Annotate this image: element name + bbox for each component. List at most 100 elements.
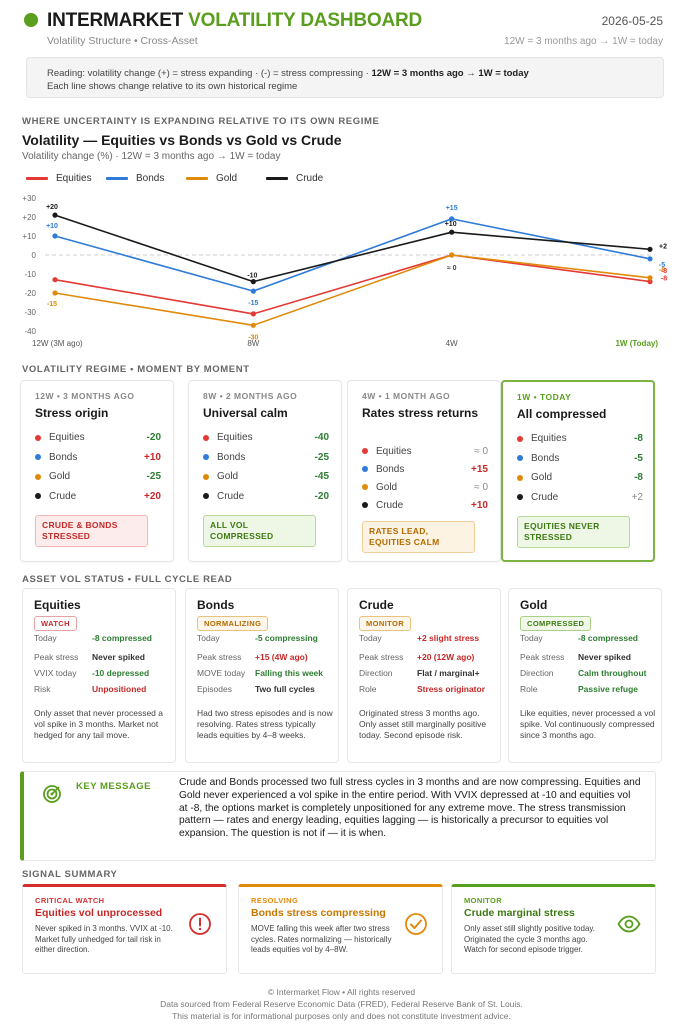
data-point-equities	[250, 311, 256, 317]
regime-row-name: Bonds	[376, 463, 405, 475]
regime-row-name: Gold	[376, 481, 398, 493]
asset-card-rows: Today -8 compressed Peak stress Never spike…	[520, 633, 658, 700]
target-icon	[43, 785, 61, 803]
y-tick-label: +30	[22, 194, 36, 203]
asset-row-label: Direction	[520, 668, 554, 678]
asset-row-label: Today	[520, 633, 543, 643]
regime-row-gold: Gold ≈ 0	[362, 478, 488, 496]
asset-status-badge: MONITOR	[359, 616, 412, 631]
asset-dot-icon	[517, 474, 523, 481]
data-label-gold: ≈ 0	[447, 265, 457, 272]
regime-row-crude: Crude +2	[517, 488, 643, 508]
asset-row-label: Peak stress	[197, 652, 242, 662]
data-point-bonds	[449, 216, 455, 222]
asset-card-rows: Today +2 slight stress Peak stress +20 (12W…	[359, 633, 497, 700]
regime-row-bonds: Bonds -5	[517, 449, 643, 469]
legend-swatch	[266, 177, 288, 180]
signal-card-critical-watch: CRITICAL WATCH Equities vol unprocessed Ne…	[22, 884, 227, 974]
regime-row-value: -5	[634, 452, 643, 464]
regime-row-name: Bonds	[49, 451, 78, 463]
asset-status-badge: WATCH	[34, 616, 77, 631]
asset-row-role: Role Passive refuge	[520, 684, 658, 695]
regime-row-equities: Equities -20	[35, 428, 161, 448]
regime-row-value: +2	[631, 491, 643, 503]
data-label-crude: -10	[247, 273, 257, 280]
regime-card-universal-calm: 8W • 2 MONTHS AGO Universal calm Equities -…	[188, 380, 342, 562]
data-point-crude	[449, 229, 455, 235]
regime-row-equities: Equities -8	[517, 429, 643, 449]
asset-row-value: Unpositioned	[92, 684, 147, 694]
x-tick-label: 4W	[446, 339, 458, 348]
asset-card-note: Had two stress episodes and is now resol…	[197, 708, 333, 740]
regime-row-name: Crude	[217, 490, 245, 502]
asset-row-today: Today -8 compressed	[520, 633, 658, 644]
page-title: INTERMARKET VOLATILITY DASHBOARD	[47, 10, 422, 32]
regime-row-name: Crude	[376, 499, 404, 511]
data-point-gold	[52, 290, 58, 296]
chart-legend: Equities Bonds Gold Crude	[26, 173, 346, 184]
asset-dot-icon	[35, 473, 41, 480]
key-message-label: KEY MESSAGE	[76, 781, 152, 792]
asset-row-value: Passive refuge	[578, 684, 639, 694]
regime-card-rates-stress-returns: 4W • 1 MONTH AGO Rates stress returns Equi…	[347, 380, 501, 562]
data-point-gold	[449, 252, 455, 258]
asset-row-value: -8 compressed	[578, 633, 638, 643]
asset-row-peak-stress: Peak stress Never spiked	[520, 652, 658, 663]
legend-label: Equities	[56, 173, 92, 184]
regime-row-name: Equities	[49, 432, 85, 444]
alert-circle-icon	[189, 913, 211, 935]
asset-row-label: MOVE today	[197, 668, 246, 678]
asset-dot-icon	[203, 473, 209, 480]
asset-dot-icon	[362, 484, 368, 490]
asset-row-vvix-today: VVIX today -10 depressed	[34, 668, 172, 679]
regime-card-badge: RATES LEAD, EQUITIES CALM	[362, 521, 475, 553]
signal-section-heading: SIGNAL SUMMARY	[22, 869, 118, 880]
regime-card-tag: 1W • TODAY	[517, 392, 572, 402]
legend-item-bonds: Bonds	[106, 173, 186, 184]
page-subtitle: Volatility Structure • Cross-Asset	[47, 35, 198, 47]
asset-row-label: Today	[34, 633, 57, 643]
asset-row-label: Direction	[359, 668, 393, 678]
data-point-crude	[647, 246, 653, 252]
regime-row-crude: Crude +20	[35, 487, 161, 507]
chart-title: Volatility — Equities vs Bonds vs Gold v…	[22, 132, 342, 148]
asset-section-heading: ASSET VOL STATUS • FULL CYCLE READ	[22, 574, 233, 585]
regime-row-bonds: Bonds +10	[35, 448, 161, 468]
asset-row-value: Calm throughout	[578, 668, 647, 678]
asset-status-badge: COMPRESSED	[520, 616, 592, 631]
asset-row-value: +20 (12W ago)	[417, 652, 475, 662]
regime-row-gold: Gold -45	[203, 467, 329, 487]
regime-row-value: +10	[471, 499, 488, 511]
asset-dot-icon	[362, 466, 368, 472]
y-tick-label: -10	[24, 270, 36, 279]
asset-row-label: Today	[359, 633, 382, 643]
regime-section-heading: VOLATILITY REGIME • MOMENT BY MOMENT	[22, 364, 250, 375]
asset-card-name: Gold	[520, 598, 548, 612]
signal-card-tag: MONITOR	[464, 896, 503, 905]
regime-card-title: Universal calm	[203, 406, 288, 420]
legend-item-gold: Gold	[186, 173, 266, 184]
regime-row-equities: Equities ≈ 0	[362, 442, 488, 460]
asset-row-label: Role	[520, 684, 538, 694]
asset-row-label: Today	[197, 633, 220, 643]
asset-card-name: Crude	[359, 598, 394, 612]
regime-row-value: +10	[144, 451, 161, 463]
signal-card-resolving: RESOLVING Bonds stress compressing MOVE fa…	[238, 884, 443, 974]
legend-label: Crude	[296, 173, 324, 184]
signal-card-title: Crude marginal stress	[464, 907, 575, 919]
regime-card-badge: ALL VOL COMPRESSED	[203, 515, 316, 547]
eye-icon	[617, 915, 641, 933]
regime-card-rows: Equities -20 Bonds +10 Gold -25 Crude +20	[35, 428, 161, 506]
asset-row-label: Peak stress	[34, 652, 79, 662]
data-point-crude	[52, 212, 58, 218]
regime-row-value: +15	[471, 463, 488, 475]
regime-card-title: Stress origin	[35, 406, 109, 420]
regime-card-badge: EQUITIES NEVER STRESSED	[517, 516, 630, 548]
data-point-bonds	[250, 288, 256, 294]
regime-row-name: Equities	[217, 432, 253, 444]
asset-row-today: Today +2 slight stress	[359, 633, 497, 644]
asset-row-value: Flat / marginal+	[417, 668, 480, 678]
asset-dot-icon	[517, 455, 523, 462]
x-tick-label: 12W (3M ago)	[32, 339, 83, 348]
data-label-gold: -8	[659, 267, 665, 274]
